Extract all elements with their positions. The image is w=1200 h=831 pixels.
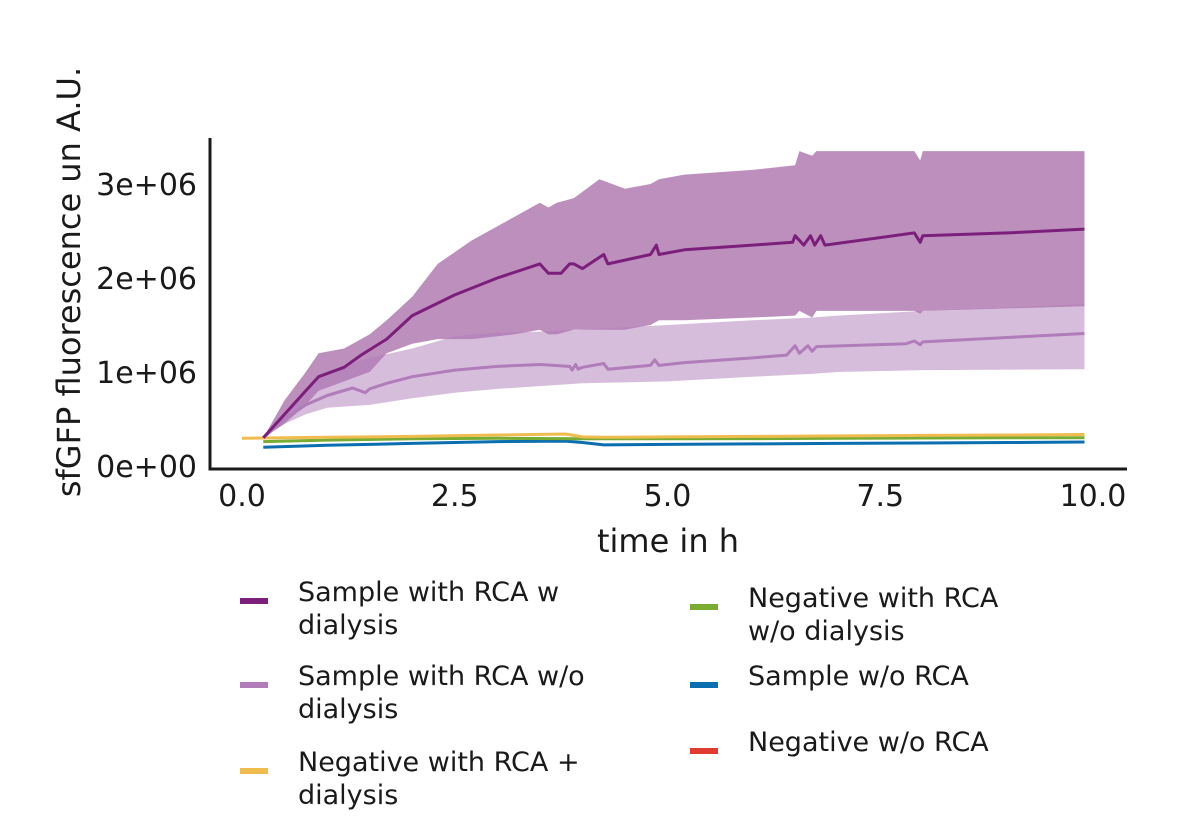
y-axis-title: sfGFP fluorescence un A.U. [50, 67, 88, 497]
confidence-bands [263, 151, 1085, 438]
line-sample-w-o-rca [263, 439, 1085, 449]
legend-swatch [690, 748, 718, 754]
x-tick-label: 5.0 [644, 479, 692, 514]
x-tick-label: 0.0 [218, 479, 266, 514]
band-sample-with-rca-w-dialysis [263, 151, 1085, 438]
legend-item: Negative with RCA + dialysis [240, 746, 580, 812]
line-sample-with-rca-w-o-dialysis [262, 332, 1085, 439]
y-tick-label: 2e+06 [96, 262, 197, 297]
x-tick-label: 7.5 [856, 479, 904, 514]
legend-label: Sample with RCA w/o dialysis [298, 661, 585, 725]
legend-item: Sample w/o RCA [690, 660, 969, 693]
y-tick-label: 3e+06 [96, 168, 197, 203]
legend-item: Sample with RCA w/o dialysis [240, 660, 585, 726]
legend-label: Sample w/o RCA [748, 661, 969, 692]
line-negative-with-rca-dialysis [241, 432, 1085, 440]
legend-item: Negative w/o RCA [690, 726, 989, 759]
x-tick-label: 2.5 [431, 479, 479, 514]
legend-label: Negative with RCA + dialysis [298, 747, 580, 811]
y-tick-labels: 0e+00 1e+06 2e+06 3e+06 [96, 168, 197, 485]
legend-label: Sample with RCA w dialysis [298, 577, 560, 641]
y-tick-label: 0e+00 [96, 450, 197, 485]
x-axis-title: time in h [597, 522, 739, 560]
legend: Sample with RCA w dialysis Sample with RC… [230, 572, 1090, 822]
legend-swatch [240, 768, 268, 774]
legend-swatch [240, 598, 268, 604]
x-tick-label: 10.0 [1060, 479, 1127, 514]
series-lines [241, 227, 1085, 449]
line-negative-with-rca-w-o-dialysis [263, 436, 1085, 444]
line-sample-with-rca-w-dialysis [262, 227, 1085, 439]
legend-label: Negative with RCA w/o dialysis [748, 583, 999, 647]
x-tick-labels: 0.0 2.5 5.0 7.5 10.0 [218, 479, 1126, 514]
legend-swatch [690, 604, 718, 610]
legend-swatch [240, 682, 268, 688]
y-tick-label: 1e+06 [96, 356, 197, 391]
legend-item: Sample with RCA w dialysis [240, 576, 559, 642]
legend-item: Negative with RCA w/o dialysis [690, 582, 998, 648]
legend-label: Negative w/o RCA [748, 727, 989, 758]
legend-swatch [690, 682, 718, 688]
band-sample-with-rca-w-o-dialysis [263, 304, 1085, 438]
